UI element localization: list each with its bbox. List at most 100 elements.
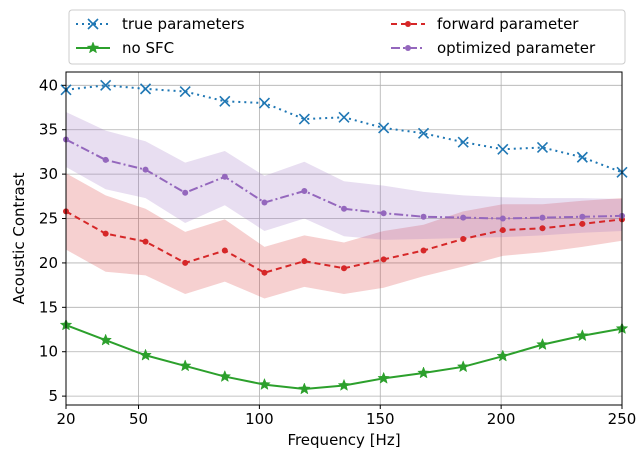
confidence-bands [66,111,622,299]
data-point-no-SFC [456,360,470,373]
marker-stroke [298,113,310,125]
y-tick-label: 40 [39,76,58,94]
legend-swatch-marker [405,45,411,51]
data-point-true-parameters [417,127,430,139]
data-point-optimized-parameter [182,189,189,196]
legend-item-no-SFC: no SFC [76,39,174,57]
marker-stroke [219,95,231,107]
legend: true parameters no SFC forward parameter op… [68,9,626,65]
data-point-forward-parameter [301,258,308,265]
data-point-optimized-parameter [579,213,586,220]
data-point-forward-parameter [102,230,109,237]
data-point-no-SFC [575,329,589,342]
data-point-optimized-parameter [539,214,546,221]
marker-stroke [87,18,99,30]
data-point-forward-parameter [142,238,149,245]
data-point-no-SFC [536,337,549,351]
y-axis-title: Acoustic Contrast [10,172,28,304]
legend-item-forward-parameter: forward parameter [391,15,579,33]
data-point-forward-parameter [460,235,467,242]
x-tick-label: 250 [608,410,637,428]
axis-ticks: 20 50 100 150 200 250 5 10 15 20 25 30 35 40 [39,76,636,428]
data-point-true-parameters [536,141,549,154]
y-tick-label: 15 [39,298,58,316]
marker-stroke [258,97,271,109]
data-point-no-SFC [258,377,271,390]
y-tick-label: 5 [48,387,58,405]
legend-label: no SFC [122,39,174,57]
x-axis-title: Frequency [Hz] [287,431,400,449]
plot-frame [65,71,623,406]
x-tick-label: 20 [56,410,75,428]
band-optimized-parameter [66,111,622,240]
y-tick-label: 25 [39,210,58,228]
x-tick-label: 150 [366,410,395,428]
marker-stroke [576,151,588,163]
data-point-optimized-parameter [460,214,467,221]
data-point-no-SFC [417,366,430,379]
y-tick-label: 20 [39,254,58,272]
data-point-forward-parameter [380,256,387,263]
data-point-optimized-parameter [341,205,347,212]
data-point-no-SFC [99,333,113,346]
x-tick-label: 100 [245,410,274,428]
marker-stroke [457,136,469,148]
data-point-true-parameters [258,97,271,109]
y-tick-label: 10 [39,343,58,361]
data-point-true-parameters [457,136,469,148]
data-point-true-parameters [100,79,112,91]
data-point-forward-parameter [182,259,189,266]
data-point-true-parameters [298,113,310,125]
legend-item-true-parameters: true parameters [76,15,245,33]
data-point-true-parameters [497,143,509,155]
data-point-forward-parameter [499,227,506,234]
data-point-no-SFC [496,349,510,362]
data-point-forward-parameter [341,265,347,272]
data-point-true-parameters [219,95,231,107]
data-point-forward-parameter [420,247,427,254]
legend-label: forward parameter [437,15,579,33]
marker-stroke [100,79,112,91]
marker-stroke [497,143,509,155]
data-point-no-SFC [178,359,192,372]
marker-stroke [338,111,350,123]
data-point-forward-parameter [579,220,586,227]
y-tick-label: 30 [39,165,58,183]
data-point-no-SFC [297,382,311,395]
marker-stroke [179,85,191,98]
legend-label: optimized parameter [437,39,596,57]
data-point-true-parameters [139,83,152,95]
marker-stroke [139,83,152,95]
data-point-optimized-parameter [380,210,387,217]
data-point-optimized-parameter [221,173,228,180]
marker-stroke [536,141,549,154]
legend-swatch-marker [87,18,99,30]
y-tick-label: 35 [39,121,58,139]
data-point-no-SFC [337,378,351,391]
legend-box [68,9,626,65]
data-point-true-parameters [338,111,350,123]
x-tick-label: 200 [487,410,516,428]
marker-stroke [378,122,390,134]
data-point-optimized-parameter [499,215,506,222]
data-point-optimized-parameter [301,187,308,194]
data-point-no-SFC [218,369,232,382]
series-line-forward-parameter [65,210,623,274]
data-point-optimized-parameter [142,166,149,173]
data-point-true-parameters [378,122,390,134]
legend-swatch-marker [405,21,411,27]
data-point-forward-parameter [539,225,546,232]
series-markers [59,79,629,395]
data-point-forward-parameter [221,247,228,254]
data-point-true-parameters [576,151,588,163]
data-point-no-SFC [139,348,152,361]
marker-stroke [417,127,430,139]
band-forward-parameter [66,173,622,299]
legend-swatch-marker [86,41,100,54]
data-point-no-SFC [377,371,391,384]
data-point-optimized-parameter [420,213,427,220]
data-point-true-parameters [179,85,191,98]
legend-label: true parameters [122,15,245,33]
